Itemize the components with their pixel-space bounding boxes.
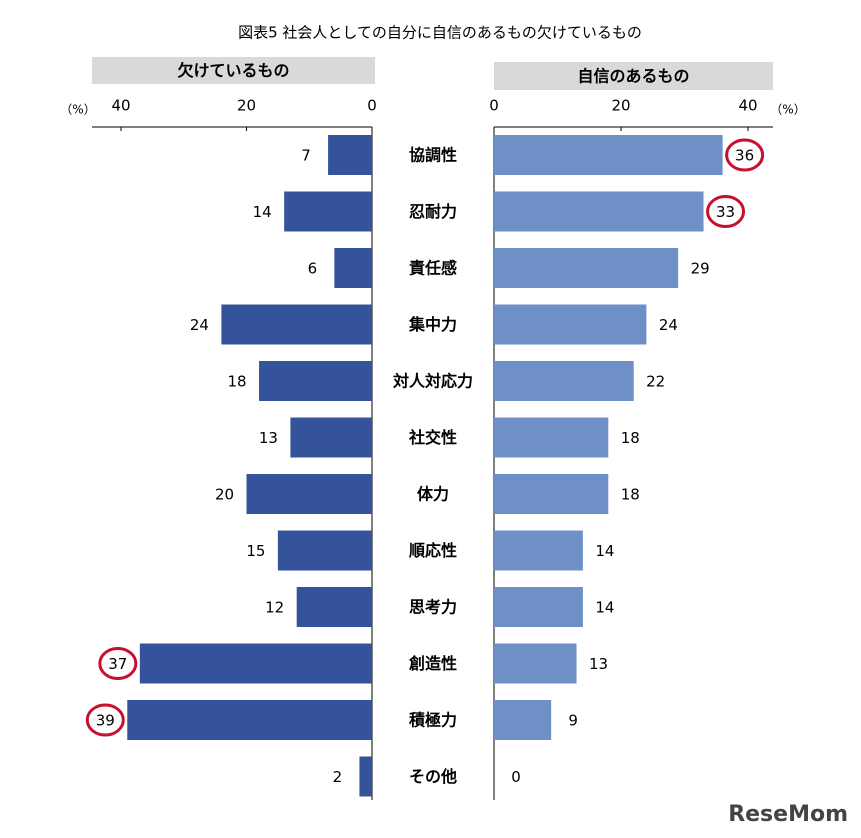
data-label: 22 <box>646 373 665 391</box>
x-tick-label: 40 <box>738 97 757 115</box>
category-label: 忍耐力 <box>409 202 457 221</box>
category-label: 創造性 <box>408 654 457 673</box>
data-label: 18 <box>621 429 640 447</box>
highlight-circle <box>725 138 765 172</box>
data-label: 18 <box>621 486 640 504</box>
bar <box>127 700 373 740</box>
data-label: 29 <box>691 260 710 278</box>
header-box <box>494 62 773 90</box>
x-tick-label: 0 <box>367 97 377 115</box>
bar <box>139 643 372 684</box>
data-label: 39 <box>96 712 115 730</box>
bar <box>494 248 679 288</box>
x-tick-label: 0 <box>489 97 499 115</box>
highlight-circle <box>706 195 746 228</box>
category-label: 積極力 <box>408 711 457 730</box>
bar <box>494 361 634 401</box>
data-label: 9 <box>568 712 578 730</box>
data-label: 2 <box>333 768 343 786</box>
data-label: 37 <box>108 655 127 673</box>
data-label: 36 <box>735 147 754 165</box>
category-label: その他 <box>409 767 457 786</box>
category-label: 社交性 <box>408 428 457 447</box>
legend-label: 欠けているもの <box>177 61 289 80</box>
bar <box>221 304 372 345</box>
data-label: 14 <box>253 203 272 221</box>
data-label: 6 <box>308 260 318 278</box>
bar <box>328 135 372 175</box>
chart-title: 図表5 社会人としての自分に自信のあるもの欠けているもの <box>238 24 642 42</box>
bar <box>494 700 552 740</box>
data-label: 24 <box>190 316 209 334</box>
data-label: 7 <box>301 147 311 165</box>
category-label: 順応性 <box>408 541 457 560</box>
header-box <box>92 57 375 84</box>
data-label: 33 <box>716 203 735 221</box>
x-tick-label: 20 <box>611 97 630 115</box>
bar <box>277 530 372 571</box>
bar <box>494 135 723 175</box>
x-tick-label: 20 <box>237 97 256 115</box>
watermark: ReseMom <box>728 802 848 827</box>
bar <box>494 530 583 571</box>
legend-label: 自信のあるもの <box>577 67 689 86</box>
data-label: 14 <box>595 542 614 560</box>
data-label: 0 <box>511 768 521 786</box>
bar <box>284 191 372 232</box>
bar <box>494 474 609 514</box>
highlight-circle <box>85 703 125 737</box>
bar <box>259 361 372 401</box>
data-label: 24 <box>659 316 678 334</box>
data-label: 20 <box>215 486 234 504</box>
data-label: 13 <box>589 655 608 673</box>
bar <box>246 474 372 514</box>
category-label: 思考力 <box>409 598 457 617</box>
data-label: 15 <box>246 542 265 560</box>
bar <box>334 248 372 288</box>
bar <box>290 417 372 458</box>
data-label: 13 <box>259 429 278 447</box>
data-label: 12 <box>265 599 284 617</box>
x-tick-label: 40 <box>111 97 130 115</box>
category-label: 対人対応力 <box>392 372 473 391</box>
category-label: 体力 <box>417 485 449 504</box>
axis-unit: （%） <box>770 103 805 117</box>
bar <box>494 643 577 684</box>
bar <box>296 587 372 627</box>
axis-unit: （%） <box>60 103 95 117</box>
data-label: 18 <box>228 373 247 391</box>
bar <box>494 191 704 232</box>
data-label: 14 <box>595 599 614 617</box>
highlight-circle <box>98 647 138 680</box>
category-label: 責任感 <box>409 259 457 278</box>
bar <box>494 304 647 345</box>
bar <box>494 417 609 458</box>
bar <box>359 756 372 797</box>
category-label: 協調性 <box>409 146 457 165</box>
bar <box>494 587 583 627</box>
category-label: 集中力 <box>408 315 457 334</box>
